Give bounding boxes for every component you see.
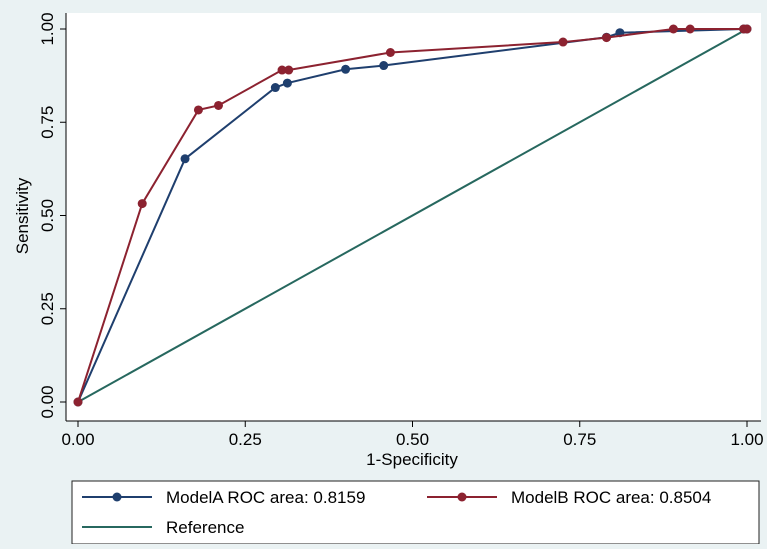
legend: ModelA ROC area: 0.8159 ModelB ROC area: … [71,480,760,545]
legend-marker [112,492,122,502]
data-point [270,83,280,93]
series-line [77,28,747,403]
x-tick-label: 0.50 [396,430,429,449]
axes: 0.00 0.25 0.50 0.75 1.00 0.00 0.25 0.50 0.75 1.00 [38,12,764,449]
y-axis-title: Sensitivity [13,177,32,254]
legend-label: ModelA ROC area: 0.8159 [166,488,365,507]
series-layer [73,24,752,407]
data-point [73,397,83,407]
legend-marker [457,492,467,502]
x-tick-label: 0.00 [61,430,94,449]
data-point [137,199,147,209]
data-point [282,78,292,88]
data-point [193,105,203,115]
x-axis-title: 1-Specificity [366,450,458,469]
y-tick-label: 0.25 [38,292,57,325]
data-point [558,37,568,47]
y-tick-label: 0.75 [38,106,57,139]
y-tick-label: 0.00 [38,385,57,418]
data-point [742,24,752,34]
x-tick-label: 1.00 [730,430,763,449]
legend-box [71,480,760,545]
legend-label: ModelB ROC area: 0.8504 [511,488,711,507]
data-point [213,100,223,110]
data-point [180,154,190,164]
data-point [341,64,351,74]
legend-label: Reference [166,518,244,537]
plot-area [66,13,761,421]
data-point [668,24,678,34]
series-line [77,28,748,403]
data-point [602,33,612,43]
data-point [685,24,695,34]
data-point [379,61,389,71]
data-point [385,47,395,57]
data-point [277,65,287,75]
data-point [284,65,294,75]
x-tick-label: 0.25 [229,430,262,449]
x-tick-label: 0.75 [563,430,596,449]
y-tick-label: 1.00 [38,12,57,45]
y-tick-label: 0.50 [38,199,57,232]
